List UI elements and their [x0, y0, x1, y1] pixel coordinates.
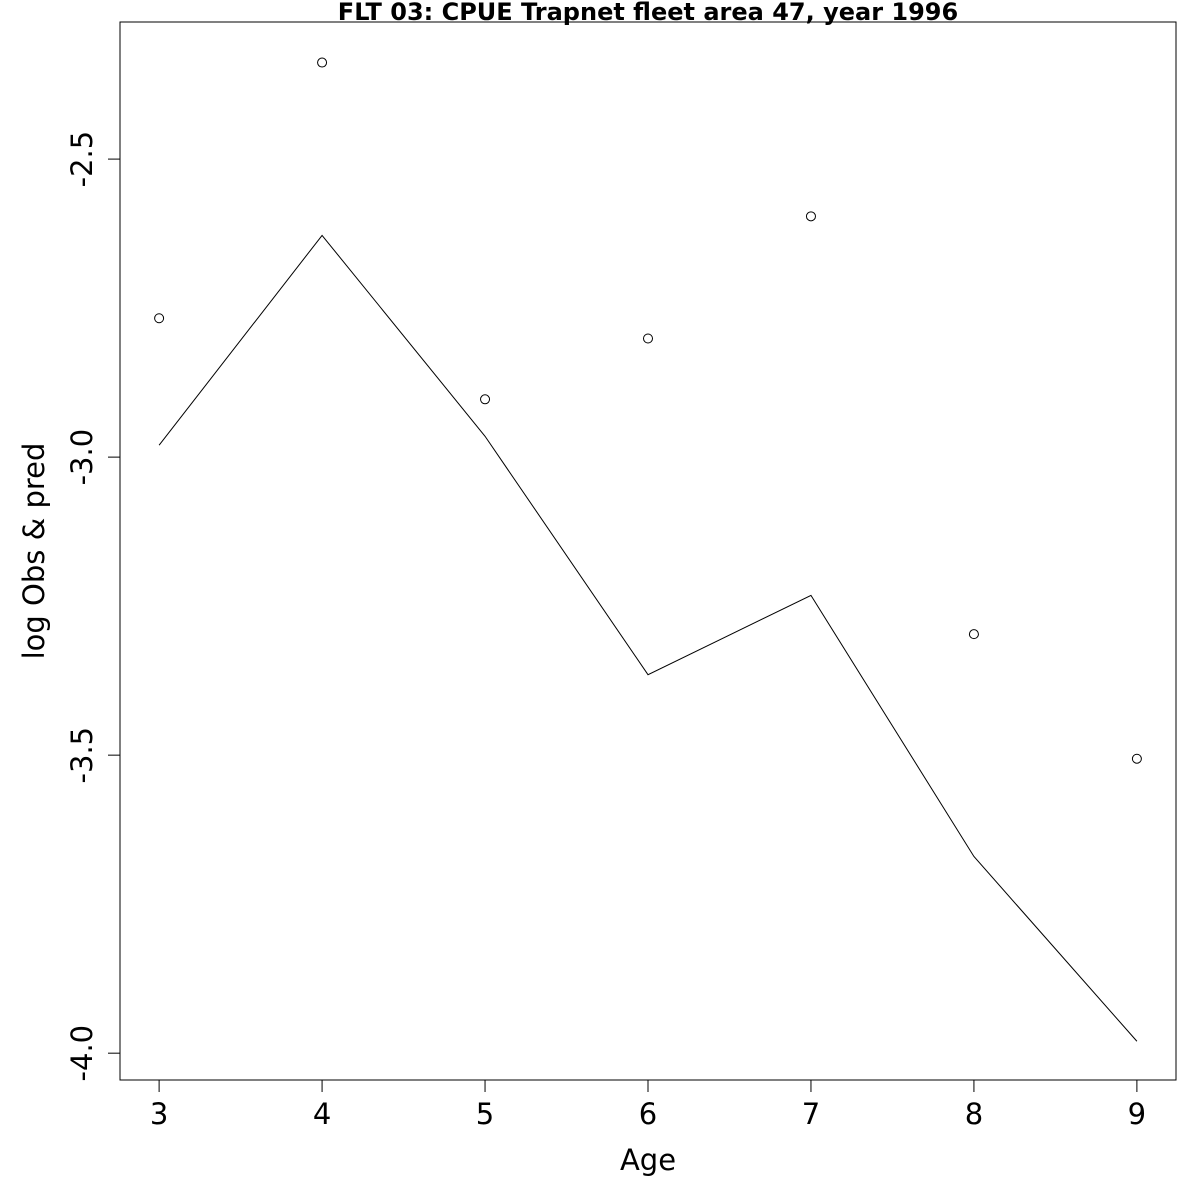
y-axis-label: log Obs & pred	[17, 443, 51, 660]
y-tick-label: -4.0	[65, 1025, 99, 1082]
observed-point	[968, 629, 979, 640]
y-tick-label: -3.5	[65, 727, 99, 784]
observed-point	[480, 394, 491, 405]
x-tick-label: 4	[313, 1097, 331, 1131]
observed-point	[1131, 753, 1142, 764]
x-axis-label: Age	[620, 1143, 676, 1177]
observed-point	[805, 211, 816, 222]
x-tick-label: 7	[802, 1097, 820, 1131]
observed-point	[317, 57, 328, 68]
y-axis: -2.5 -3.0 -3.5 -4.0	[65, 131, 121, 1082]
x-tick-label: 5	[476, 1097, 494, 1131]
x-tick-label: 8	[965, 1097, 983, 1131]
x-tick-label: 3	[150, 1097, 168, 1131]
y-tick-label: -2.5	[65, 131, 99, 188]
predicted-line	[158, 234, 1138, 1042]
observed-point	[154, 313, 165, 324]
observed-point	[643, 333, 653, 344]
x-tick-label: 9	[1128, 1097, 1146, 1131]
x-axis: 3 4 5 6 7 8 9	[150, 1079, 1146, 1131]
plot-frame	[119, 21, 1177, 1081]
x-tick-label: 6	[639, 1097, 657, 1131]
series-layer	[154, 57, 1142, 1042]
y-tick-label: -3.0	[65, 429, 99, 486]
